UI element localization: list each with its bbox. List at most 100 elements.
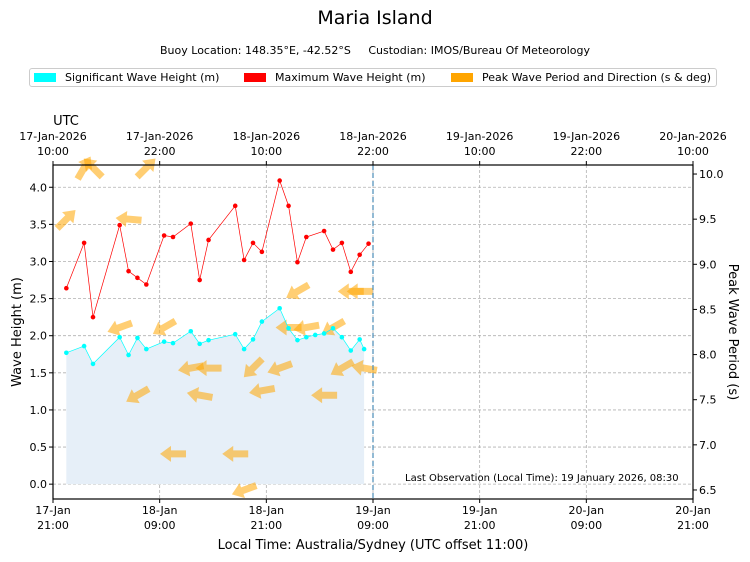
series-1-point xyxy=(330,247,336,252)
series-0-point xyxy=(286,325,291,331)
series-0-point xyxy=(321,331,327,336)
significant-wave-area xyxy=(66,308,365,485)
y2-tick-label: 7.0 xyxy=(699,439,717,452)
series-0-point xyxy=(357,337,362,342)
series-1-point xyxy=(81,240,87,246)
series-1-point xyxy=(295,259,300,265)
series-0-point xyxy=(361,346,367,352)
series-1-point xyxy=(277,178,282,183)
series-0-point xyxy=(304,334,309,340)
series-1-point xyxy=(161,233,167,238)
peak-wave-arrow xyxy=(286,281,311,300)
series-1-point xyxy=(357,252,362,258)
series-1-point xyxy=(304,234,309,240)
last-observation-note: Last Observation (Local Time): 19 Januar… xyxy=(405,473,679,484)
series-0-point xyxy=(161,339,167,344)
y2-tick-label: 8.5 xyxy=(699,303,717,316)
peak-wave-arrow xyxy=(231,482,258,499)
peak-wave-arrow xyxy=(83,158,105,180)
y-axis-label: Wave Height (m) xyxy=(10,277,25,387)
chart-subtitle: Buoy Location: 148.35°E, -42.52°S Custod… xyxy=(160,44,590,57)
peak-wave-arrow xyxy=(267,360,294,377)
x-tick-label-bottom: 19-Jan 21:00 xyxy=(462,504,498,532)
series-1-point xyxy=(321,228,327,234)
peak-wave-arrow xyxy=(134,158,156,180)
y2-tick-label: 7.5 xyxy=(699,394,717,407)
peak-wave-arrow xyxy=(186,386,214,403)
peak-wave-arrow-shape xyxy=(152,317,178,336)
series-1-point xyxy=(144,282,149,287)
series-0-point xyxy=(241,346,247,352)
y2-tick-label: 10.0 xyxy=(699,168,724,181)
series-1-point xyxy=(232,203,238,209)
peak-wave-arrow xyxy=(177,360,205,377)
series-1-point xyxy=(126,268,131,274)
peak-wave-arrow xyxy=(115,211,142,227)
y-tick-label: 3.0 xyxy=(30,255,48,268)
x-axis-label: Local Time: Australia/Sydney (UTC offset… xyxy=(218,538,529,553)
series-1-point xyxy=(286,203,291,209)
y-tick-label: 1.5 xyxy=(30,367,48,380)
series-0-point xyxy=(170,340,176,346)
peak-wave-arrow xyxy=(351,359,378,376)
series-1-point xyxy=(259,249,265,255)
series-0-point xyxy=(117,334,122,340)
y2-tick-label: 9.0 xyxy=(699,258,717,271)
peak-wave-arrow-shape xyxy=(83,158,105,180)
series-0-point xyxy=(144,346,149,352)
peak-wave-arrow-shape xyxy=(177,360,205,377)
y-tick-label: 2.5 xyxy=(30,293,48,306)
legend-swatch-significant xyxy=(34,73,56,82)
series-1-point xyxy=(241,257,247,263)
peak-wave-arrow-shape xyxy=(293,319,320,336)
peak-wave-arrow xyxy=(160,445,186,462)
legend-item-significant: Significant Wave Height (m) xyxy=(34,71,219,84)
series-0-point xyxy=(232,331,238,337)
series-0-point xyxy=(295,337,300,343)
peak-wave-arrow xyxy=(54,209,76,231)
top-axis-label: UTC xyxy=(53,114,79,129)
x-tick-label-top: 19-Jan-2026 22:00 xyxy=(553,130,621,158)
series-0-point xyxy=(197,341,202,347)
series-1-point xyxy=(117,222,122,228)
peak-wave-arrow-shape xyxy=(249,383,276,399)
peak-wave-arrow xyxy=(107,319,134,336)
series-0-point xyxy=(135,335,140,341)
x-tick-label-top: 17-Jan-2026 22:00 xyxy=(126,130,194,158)
series-0-point xyxy=(348,348,354,353)
peak-wave-arrow-shape xyxy=(134,158,156,180)
y2-tick-label: 6.5 xyxy=(699,484,717,497)
series-1-point xyxy=(250,240,256,246)
y-tick-label: 0.0 xyxy=(30,478,48,491)
series-0-point xyxy=(90,361,96,367)
x-tick-label-bottom: 18-Jan 21:00 xyxy=(249,504,285,532)
series-1-point xyxy=(188,221,194,226)
series-1-point xyxy=(206,237,211,243)
peak-wave-arrow xyxy=(330,358,355,377)
legend-label-significant: Significant Wave Height (m) xyxy=(65,71,220,84)
x-tick-label-top: 18-Jan-2026 10:00 xyxy=(233,130,301,158)
y-tick-label: 2.0 xyxy=(30,330,48,343)
series-0-point xyxy=(81,343,87,349)
x-tick-label-top: 20-Jan-2026 10:00 xyxy=(659,130,727,158)
series-1-point xyxy=(90,314,96,320)
y2-tick-label: 9.5 xyxy=(699,213,717,226)
peak-wave-arrow-shape xyxy=(195,360,222,377)
peak-wave-arrow-shape xyxy=(330,358,355,377)
chart-title: Maria Island xyxy=(317,7,433,29)
peak-wave-arrow xyxy=(222,445,249,462)
series-1-point xyxy=(339,240,345,246)
series-0-point xyxy=(259,319,265,324)
legend-label-maximum: Maximum Wave Height (m) xyxy=(275,71,426,84)
y-tick-label: 3.5 xyxy=(30,218,48,231)
peak-wave-arrow xyxy=(249,383,276,399)
legend: Significant Wave Height (m) Maximum Wave… xyxy=(29,68,717,87)
y2-tick-label: 8.0 xyxy=(699,349,717,362)
peak-wave-arrow-shape xyxy=(222,445,249,462)
series-0-point xyxy=(339,334,345,340)
y2-axis-label: Peak Wave Period (s) xyxy=(725,264,740,400)
peak-wave-arrow-shape xyxy=(115,211,142,227)
peak-wave-arrow-shape xyxy=(231,482,258,499)
series-0-point xyxy=(126,352,131,358)
peak-wave-arrow xyxy=(311,387,338,404)
